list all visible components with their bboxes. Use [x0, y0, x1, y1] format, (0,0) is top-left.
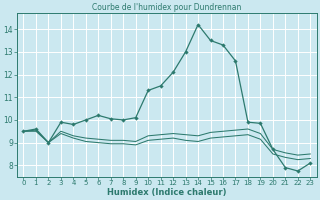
X-axis label: Humidex (Indice chaleur): Humidex (Indice chaleur) — [107, 188, 227, 197]
Title: Courbe de l'humidex pour Dundrennan: Courbe de l'humidex pour Dundrennan — [92, 3, 242, 12]
